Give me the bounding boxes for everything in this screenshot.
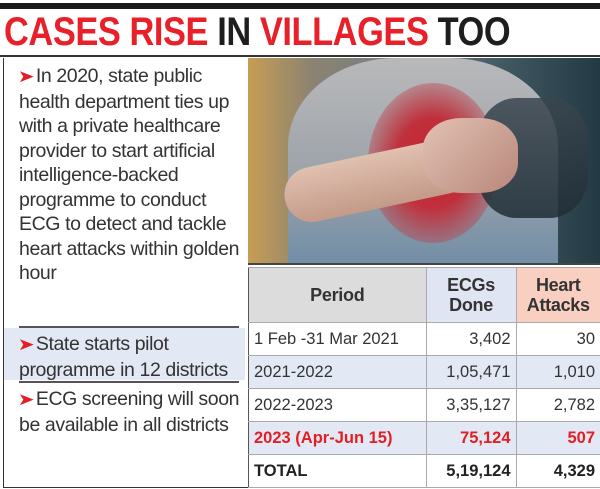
cell-heart-attacks: 507 <box>515 421 600 455</box>
arrow-bullet-icon: ➤ <box>17 390 35 409</box>
table-row: 2021-2022 1,05,471 1,010 <box>248 355 600 389</box>
cell-period: TOTAL <box>248 454 427 488</box>
cell-ecgs: 1,05,471 <box>425 355 517 389</box>
cell-heart-attacks: 4,329 <box>515 454 600 488</box>
table-row-highlight: 2023 (Apr-Jun 15) 75,124 507 <box>248 421 600 455</box>
top-rule <box>0 3 600 9</box>
cell-period: 2021-2022 <box>248 355 427 389</box>
header-ecgs-done: ECGs Done <box>425 267 517 323</box>
bullet-panel: ➤In 2020, state public health department… <box>3 58 248 488</box>
headline: CASES RISE IN VILLAGES TOO <box>4 10 511 54</box>
photo-hand <box>423 118 518 193</box>
headline-rule <box>0 55 600 57</box>
chest-pain-photo <box>248 58 600 265</box>
header-heart-attacks: Heart Attacks <box>515 267 600 323</box>
bullet-text: ECG screening will soon be available in … <box>19 388 240 436</box>
bullet-item-2: ➤State starts pilot programme in 12 dist… <box>4 328 245 381</box>
cell-heart-attacks: 30 <box>515 322 600 356</box>
cell-ecgs: 3,402 <box>425 322 517 356</box>
bullet-text: In 2020, state public health department … <box>19 65 240 284</box>
headline-part-2: IN <box>217 10 260 54</box>
cell-period: 2022-2023 <box>248 388 427 422</box>
bullet-item-1: ➤In 2020, state public health department… <box>4 64 245 286</box>
arrow-bullet-icon: ➤ <box>17 67 35 86</box>
cell-heart-attacks: 2,782 <box>515 388 600 422</box>
bullet-text: State starts pilot programme in 12 distr… <box>19 333 228 381</box>
headline-part-3: VILLAGES <box>259 10 438 54</box>
cell-period: 2023 (Apr-Jun 15) <box>248 421 427 455</box>
table-row: 1 Feb -31 Mar 2021 3,402 30 <box>248 322 600 356</box>
ecg-table: Period ECGs Done Heart Attacks 1 Feb -31… <box>248 267 600 488</box>
divider <box>19 381 239 383</box>
headline-part-4: TOO <box>437 10 511 54</box>
cell-ecgs: 75,124 <box>425 421 517 455</box>
headline-part-1: CASES RISE <box>4 10 218 54</box>
header-period: Period <box>248 267 427 323</box>
table-row: 2022-2023 3,35,127 2,782 <box>248 388 600 422</box>
cell-period: 1 Feb -31 Mar 2021 <box>248 322 427 356</box>
divider <box>19 326 239 328</box>
arrow-bullet-icon: ➤ <box>17 335 35 354</box>
table-header-row: Period ECGs Done Heart Attacks <box>248 267 600 323</box>
bullet-item-3: ➤ECG screening will soon be available in… <box>4 382 245 437</box>
cell-heart-attacks: 1,010 <box>515 355 600 389</box>
data-table-container: Period ECGs Done Heart Attacks 1 Feb -31… <box>248 267 600 488</box>
cell-ecgs: 3,35,127 <box>425 388 517 422</box>
table-row-total: TOTAL 5,19,124 4,329 <box>248 454 600 488</box>
cell-ecgs: 5,19,124 <box>425 454 517 488</box>
